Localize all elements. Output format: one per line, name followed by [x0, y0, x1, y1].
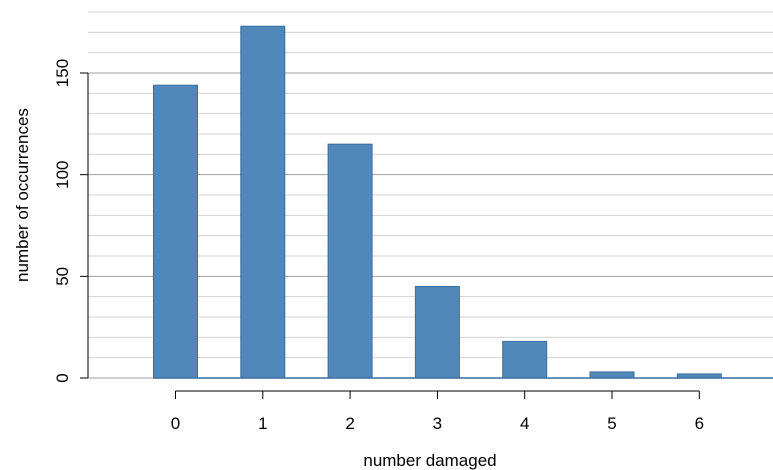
y-tick-label: 150 [53, 59, 72, 87]
bar-0 [153, 84, 198, 379]
x-tick-label: 1 [258, 414, 267, 433]
y-axis: 0 50 100 150 [53, 59, 89, 383]
bar-4 [502, 340, 548, 379]
bar-1 [240, 25, 286, 379]
x-axis: 0 1 2 3 4 5 6 [171, 390, 704, 433]
grid-lines [88, 11, 773, 379]
bar-5 [589, 371, 635, 379]
x-tick-label: 6 [695, 414, 704, 433]
bars [153, 25, 722, 379]
x-tick-label: 4 [520, 414, 529, 433]
x-axis-title: number damaged [363, 451, 496, 470]
y-axis-title: number of occurrences [13, 108, 32, 282]
bar-3 [414, 286, 460, 379]
x-tick-label: 5 [607, 414, 616, 433]
y-tick-label: 100 [53, 160, 72, 188]
x-tick-label: 3 [433, 414, 442, 433]
x-tick-label: 0 [171, 414, 180, 433]
y-tick-label: 0 [53, 373, 72, 382]
bar-2 [327, 143, 373, 379]
x-tick-label: 2 [345, 414, 354, 433]
y-tick-label: 50 [53, 267, 72, 286]
